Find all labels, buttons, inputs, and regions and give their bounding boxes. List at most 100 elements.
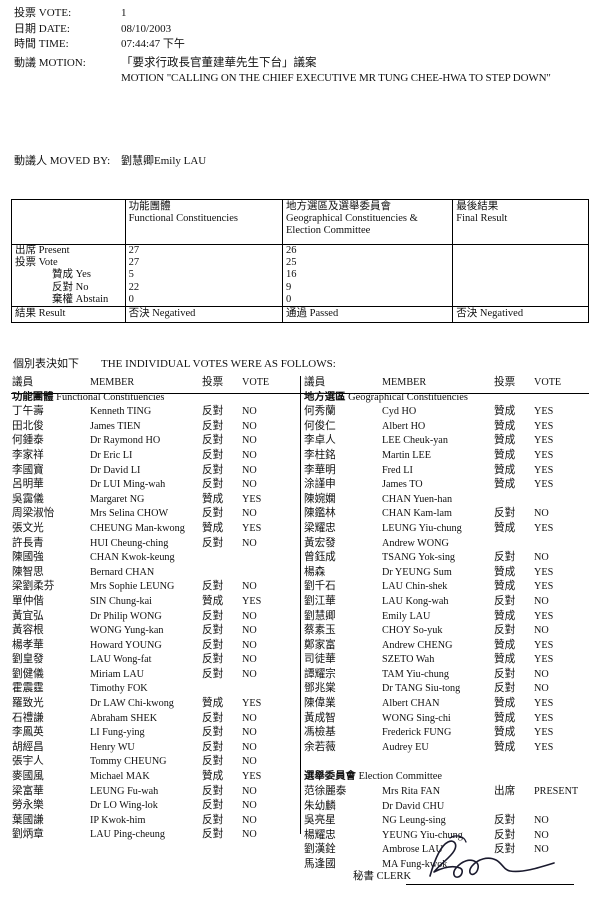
member-name-english: Ambrose LAU xyxy=(382,844,443,856)
member-vote-chinese: 反對 xyxy=(202,406,224,418)
member-name-english: NG Leung-sing xyxy=(382,815,446,827)
member-vote-english: YES xyxy=(534,741,554,753)
member-name-chinese: 鄭家富 xyxy=(304,639,336,651)
functional-no: 22 xyxy=(128,281,140,293)
summary-result-row: 結果 Result 否決 Negatived 通過 Passed 否決 Nega… xyxy=(11,305,589,323)
time-label: 時間 TIME: xyxy=(14,38,69,50)
motion-text: 「要求行政長官董建華先生下台」議案 MOTION "CALLING ON THE… xyxy=(121,56,586,86)
member-name-chinese: 霍震霆 xyxy=(12,683,44,695)
member-vote-english: YES xyxy=(534,435,554,447)
member-vote-row: 羅致光 Dr LAW Chi-kwong 贊成 YES xyxy=(12,697,298,712)
member-name-chinese: 蔡素玉 xyxy=(304,625,336,637)
member-name-chinese: 黃成智 xyxy=(304,712,336,724)
member-name-english: Mrs Rita FAN xyxy=(382,786,441,798)
member-vote-row: 呂明華 Dr LUI Ming-wah 反對 NO xyxy=(12,478,298,493)
member-vote-english: YES xyxy=(534,654,554,666)
time-row: 時間 TIME: 07:44:47 下午 xyxy=(14,37,586,53)
geographical-group-header: 地方選區 Geographical Constituencies xyxy=(304,391,590,406)
final-result: 否決 Negatived xyxy=(452,305,589,323)
member-name-chinese: 李卓人 xyxy=(304,435,336,447)
member-vote-row: 李國寶 Dr David LI 反對 NO xyxy=(12,464,298,479)
vote-number-row: 投票 VOTE: 1 xyxy=(14,6,586,22)
member-name-english: Dr Eric LI xyxy=(90,449,133,461)
left-header-member-en: MEMBER xyxy=(90,377,135,388)
member-name-chinese: 鄧兆棠 xyxy=(304,683,336,695)
left-header-member-zh: 議員 xyxy=(12,377,34,388)
member-vote-english: YES xyxy=(242,595,262,607)
member-vote-row: 黃容根 WONG Yung-kan 反對 NO xyxy=(12,624,298,639)
member-vote-english: NO xyxy=(534,625,549,637)
final-abstain xyxy=(453,294,588,306)
member-vote-row: 朱幼麟 Dr David CHU xyxy=(304,800,590,815)
member-vote-chinese: 反對 xyxy=(494,844,516,856)
member-vote-chinese: 反對 xyxy=(494,829,516,841)
member-vote-english: YES xyxy=(534,581,554,593)
functional-group-header-en: Functional Constituencies xyxy=(56,391,165,403)
member-vote-row: 陳婉嫻 CHAN Yuen-han xyxy=(304,493,590,508)
member-name-english: Frederick FUNG xyxy=(382,727,452,739)
member-name-english: Dr YEUNG Sum xyxy=(382,566,452,578)
member-name-chinese: 何俊仁 xyxy=(304,420,336,432)
document-header: 投票 VOTE: 1 日期 DATE: 08/10/2003 時間 TIME: … xyxy=(14,6,586,53)
right-column-header: 議員 MEMBER 投票 VOTE xyxy=(304,376,590,391)
member-name-chinese: 呂明華 xyxy=(12,479,44,491)
member-name-chinese: 陳鑑林 xyxy=(304,508,336,520)
election-committee-group-header-en: Election Committee xyxy=(358,771,442,783)
member-name-chinese: 羅致光 xyxy=(12,698,44,710)
member-vote-english: NO xyxy=(534,844,549,856)
member-vote-english: NO xyxy=(242,406,257,418)
member-vote-english: NO xyxy=(242,581,257,593)
member-name-english: Henry WU xyxy=(90,741,135,753)
member-vote-chinese: 贊成 xyxy=(494,522,516,534)
member-name-chinese: 葉國謙 xyxy=(12,814,44,826)
member-name-chinese: 何秀蘭 xyxy=(304,406,336,418)
member-vote-row: 李家祥 Dr Eric LI 反對 NO xyxy=(12,449,298,464)
member-name-chinese: 李華明 xyxy=(304,464,336,476)
summary-final-counts xyxy=(452,244,589,307)
geographical-abstain: 0 xyxy=(286,293,292,305)
member-vote-english xyxy=(242,682,298,697)
member-vote-english xyxy=(534,493,590,508)
member-vote-row: 勞永樂 Dr LO Wing-lok 反對 NO xyxy=(12,799,298,814)
member-vote-english: YES xyxy=(534,522,554,534)
member-vote-chinese: 贊成 xyxy=(494,639,516,651)
member-name-english: James TO xyxy=(382,479,423,491)
member-name-chinese: 陳國強 xyxy=(12,552,44,564)
member-vote-english: NO xyxy=(534,595,549,607)
member-vote-english: NO xyxy=(242,814,257,826)
member-vote-english: YES xyxy=(534,610,554,622)
election-committee-group-header: 選舉委員會 Election Committee xyxy=(304,770,590,785)
member-vote-english xyxy=(242,551,298,566)
member-name-chinese: 陳智思 xyxy=(12,566,44,578)
member-name-chinese: 楊孝華 xyxy=(12,639,44,651)
member-name-english: Fred LI xyxy=(382,464,413,476)
election-committee-group-header-zh: 選舉委員會 xyxy=(304,771,356,783)
member-vote-row: 梁富華 LEUNG Fu-wah 反對 NO xyxy=(12,785,298,800)
member-name-english: Andrew CHENG xyxy=(382,639,453,651)
member-name-english: LAU Wong-fat xyxy=(90,654,152,666)
member-vote-chinese: 反對 xyxy=(202,814,224,826)
member-vote-chinese: 贊成 xyxy=(494,581,516,593)
member-vote-row: 譚耀宗 TAM Yiu-chung 反對 NO xyxy=(304,668,590,683)
member-vote-chinese: 反對 xyxy=(202,712,224,724)
member-name-english: TSANG Yok-sing xyxy=(382,552,456,564)
member-name-english: LAU Chin-shek xyxy=(382,581,448,593)
member-vote-english: NO xyxy=(242,800,257,812)
member-name-chinese: 劉千石 xyxy=(304,581,336,593)
member-name-english: Albert HO xyxy=(382,420,426,432)
member-name-chinese: 劉江華 xyxy=(304,595,336,607)
member-vote-english: NO xyxy=(242,741,257,753)
summary-corner-cell xyxy=(11,199,126,245)
geographical-yes: 16 xyxy=(286,269,297,281)
member-name-chinese: 何鍾泰 xyxy=(12,435,44,447)
member-vote-english: YES xyxy=(534,566,554,578)
summary-header-row: 功能團體 Functional Constituencies 地方選區及選舉委員… xyxy=(11,199,589,245)
time-value: 07:44:47 下午 xyxy=(121,38,185,50)
summary-header-geographical-zh: 地方選區及選舉委員會 xyxy=(286,201,391,212)
member-name-chinese: 劉健儀 xyxy=(12,668,44,680)
member-vote-row: 曾鈺成 TSANG Yok-sing 反對 NO xyxy=(304,551,590,566)
member-vote-row: 許長青 HUI Cheung-ching 反對 NO xyxy=(12,537,298,552)
moved-by-block: 動議人 MOVED BY: 劉慧卿Emily LAU xyxy=(14,152,206,168)
vote-number-label: 投票 VOTE: xyxy=(14,7,72,19)
member-vote-chinese: 贊成 xyxy=(494,654,516,666)
